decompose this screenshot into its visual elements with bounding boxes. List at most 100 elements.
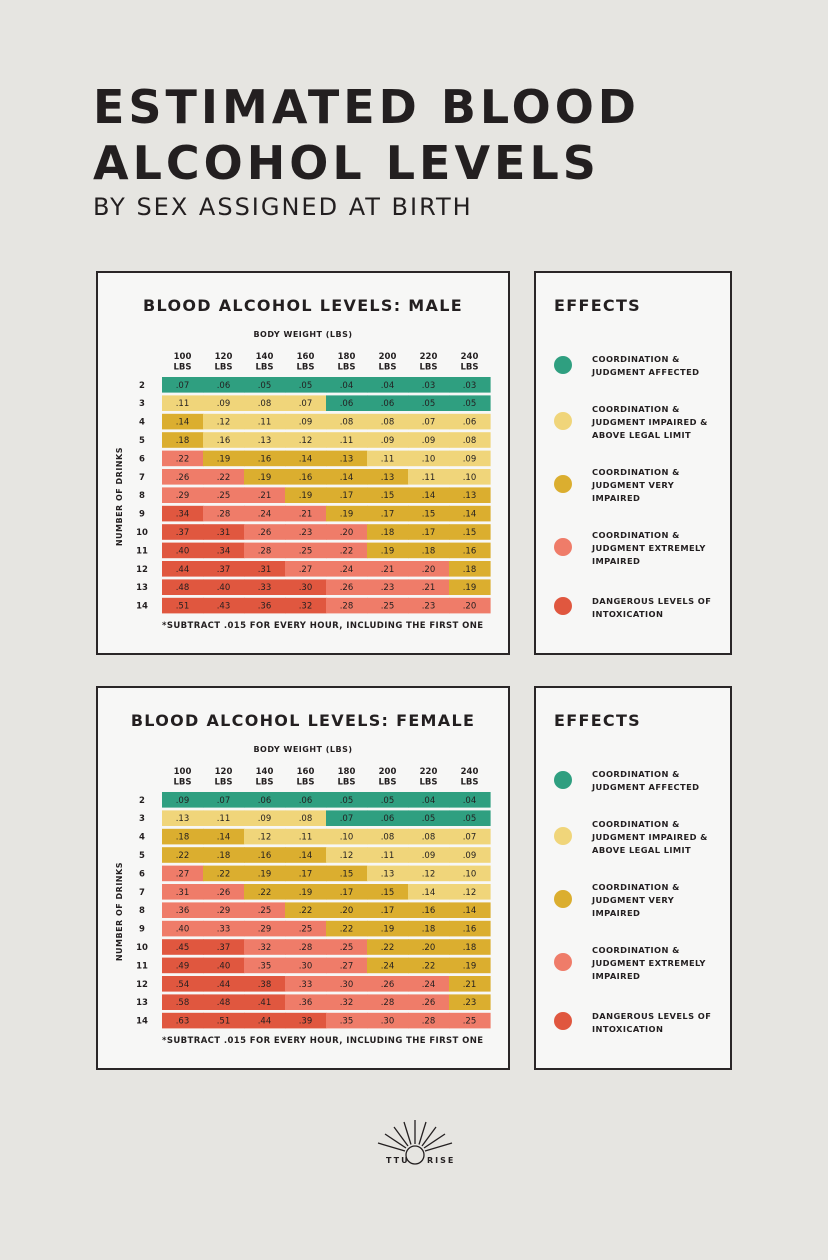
bac-cell: [449, 920, 491, 937]
bac-cell: [162, 976, 204, 992]
bac-value-label: .25: [463, 1017, 477, 1027]
chart-title: BLOOD ALCOHOL LEVELS: MALE: [143, 296, 463, 315]
bac-cell: [449, 542, 491, 559]
row-label: 8: [139, 491, 145, 501]
bac-value-label: .44: [176, 565, 190, 575]
x-axis-label: BODY WEIGHT (LBS): [253, 330, 353, 339]
bac-value-label: .30: [299, 583, 313, 593]
bac-cell: [285, 884, 327, 900]
bac-cell: [326, 920, 368, 937]
bac-value-label: .20: [422, 565, 436, 575]
bac-cell: [326, 395, 368, 411]
bac-value-label: .26: [176, 473, 190, 483]
bac-cell: [367, 413, 409, 430]
bac-value-label: .08: [422, 833, 436, 843]
bac-cell: [203, 487, 245, 503]
bac-value-label: .63: [176, 1017, 190, 1027]
bac-value-label: .09: [463, 454, 477, 464]
legend-label: DANGEROUS LEVELS OF INTOXICATION: [592, 1011, 712, 1034]
bac-value-label: .30: [340, 980, 354, 990]
bac-cell: [203, 469, 245, 485]
bac-value-label: .49: [176, 961, 190, 971]
bac-cell: [408, 561, 450, 577]
bac-value-label: .39: [299, 1017, 313, 1027]
logo-text-right: RISE: [427, 1156, 455, 1165]
column-header: 120 LBS: [214, 352, 232, 373]
bac-cell: [162, 865, 204, 882]
bac-value-label: .40: [176, 546, 190, 556]
bac-value-label: .08: [463, 436, 477, 446]
bac-value-label: .30: [299, 961, 313, 971]
column-header: 100 LBS: [173, 767, 191, 788]
bac-value-label: .28: [299, 943, 313, 953]
bac-value-label: .37: [176, 528, 190, 538]
bac-cell: [285, 939, 327, 955]
legend-dot-icon: [554, 771, 572, 789]
bac-value-label: .11: [381, 851, 395, 861]
bac-value-label: .24: [340, 565, 354, 575]
bac-cell: [162, 792, 204, 808]
bac-cell: [244, 884, 286, 900]
bac-cell: [408, 487, 450, 503]
bac-cell: [244, 487, 286, 503]
bac-cell: [162, 810, 204, 826]
row-label: 4: [139, 418, 145, 428]
bac-cell: [244, 957, 286, 974]
bac-value-label: .07: [299, 399, 313, 409]
bac-value-label: .15: [422, 510, 436, 520]
bac-cell: [244, 920, 286, 937]
bac-cell: [162, 487, 204, 503]
bac-cell: [162, 413, 204, 430]
bac-cell: [203, 994, 245, 1010]
bac-value-label: .15: [381, 491, 395, 501]
bac-cell: [203, 810, 245, 826]
bac-cell: [326, 884, 368, 900]
bac-value-label: .35: [340, 1017, 354, 1027]
bac-cell: [203, 920, 245, 937]
bac-cell: [408, 902, 450, 918]
bac-cell: [244, 810, 286, 826]
bac-cell: [449, 865, 491, 882]
column-header: 180 LBS: [337, 352, 355, 373]
bac-value-label: .06: [463, 418, 477, 428]
bac-value-label: .19: [340, 510, 354, 520]
bac-value-label: .13: [340, 454, 354, 464]
bac-value-label: .06: [381, 814, 395, 824]
bac-cell: [244, 994, 286, 1010]
legend-label: COORDINATION & JUDGMENT IMPAIRED & ABOVE…: [592, 819, 708, 855]
bac-cell: [162, 597, 204, 614]
female-chart-panel: BLOOD ALCOHOL LEVELS: FEMALE BODY WEIGHT…: [96, 686, 510, 1070]
bac-cell: [326, 828, 368, 845]
bac-value-label: .14: [422, 888, 436, 898]
bac-value-label: .44: [217, 980, 231, 990]
bac-value-label: .08: [340, 418, 354, 428]
bac-value-label: .40: [217, 961, 231, 971]
bac-cell: [326, 902, 368, 918]
bac-cell: [367, 957, 409, 974]
legend-item-very-impaired: COORDINATION & JUDGMENT VERY IMPAIRED: [554, 466, 724, 526]
bac-value-label: .15: [463, 528, 477, 538]
male-chart-panel: BLOOD ALCOHOL LEVELS: MALE BODY WEIGHT (…: [96, 271, 510, 655]
bac-cell: [162, 505, 204, 522]
bac-cell: [162, 432, 204, 448]
bac-value-label: .22: [258, 888, 272, 898]
bac-value-label: .18: [422, 925, 436, 935]
bac-value-label: .17: [381, 906, 395, 916]
bac-value-label: .16: [217, 436, 231, 446]
bac-value-label: .24: [381, 961, 395, 971]
bac-cell: [285, 413, 327, 430]
bac-cell: [203, 542, 245, 559]
row-label: 10: [136, 528, 148, 538]
bac-value-label: .05: [381, 796, 395, 806]
bac-value-label: .11: [381, 454, 395, 464]
bac-value-label: .05: [258, 381, 272, 391]
bac-value-label: .27: [299, 565, 313, 575]
bac-value-label: .11: [217, 814, 231, 824]
bac-cell: [367, 865, 409, 882]
bac-cell: [367, 884, 409, 900]
bac-cell: [449, 847, 491, 863]
bac-cell: [408, 469, 450, 485]
bac-value-label: .21: [463, 980, 477, 990]
bac-value-label: .26: [381, 980, 395, 990]
bac-value-label: .20: [340, 528, 354, 538]
